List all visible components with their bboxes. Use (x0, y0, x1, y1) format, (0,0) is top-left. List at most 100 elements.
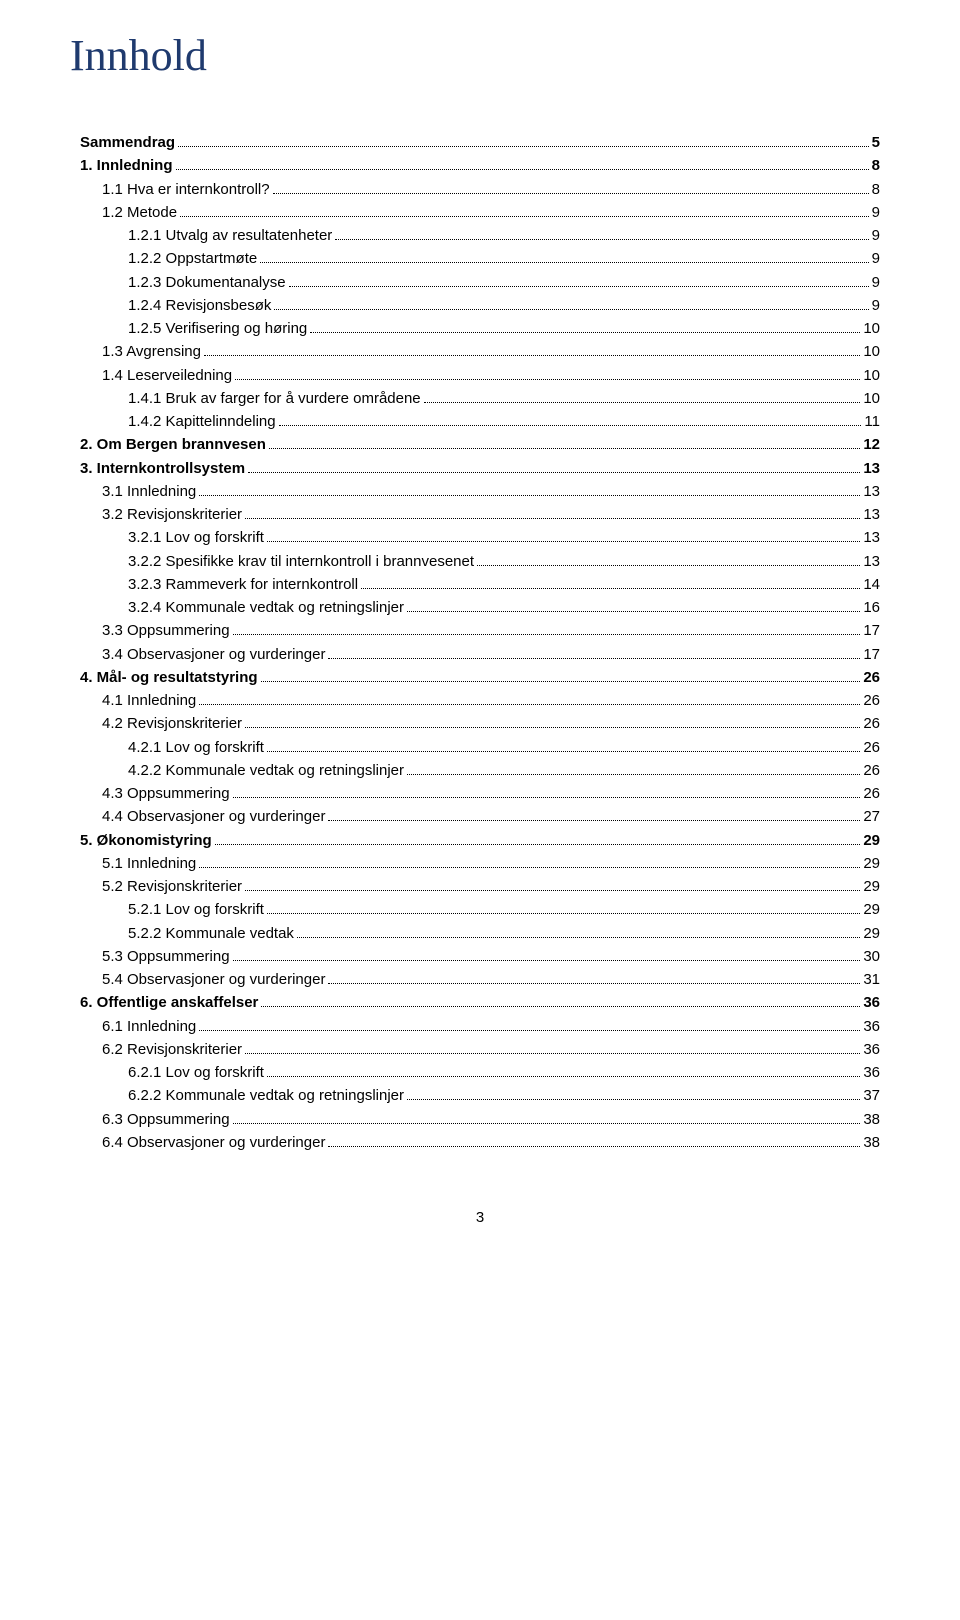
toc-leader-dots (269, 448, 860, 449)
toc-entry-page: 9 (872, 224, 880, 247)
toc-entry-page: 16 (863, 596, 880, 619)
toc-entry-page: 9 (872, 247, 880, 270)
toc-entry-label: 5.1 Innledning (102, 852, 196, 875)
toc-entry-label: 3.2 Revisjonskriterier (102, 503, 242, 526)
toc-leader-dots (328, 658, 860, 659)
toc-leader-dots (245, 727, 860, 728)
toc-entry-page: 8 (872, 154, 880, 177)
toc-entry-page: 29 (863, 852, 880, 875)
toc-entry-label: 1. Innledning (80, 154, 173, 177)
toc-entry: 5.1 Innledning 29 (102, 852, 880, 875)
toc-entry-page: 5 (872, 131, 880, 154)
page-number: 3 (80, 1209, 880, 1226)
toc-leader-dots (204, 355, 860, 356)
toc-entry-label: 4.3 Oppsummering (102, 782, 230, 805)
toc-entry-label: 3.4 Observasjoner og vurderinger (102, 643, 325, 666)
toc-entry: Sammendrag5 (80, 131, 880, 154)
toc-entry-page: 29 (863, 922, 880, 945)
toc-entry: 3.1 Innledning13 (102, 480, 880, 503)
toc-leader-dots (248, 472, 860, 473)
toc-entry-page: 13 (863, 457, 880, 480)
toc-entry-label: 6.3 Oppsummering (102, 1108, 230, 1131)
toc-leader-dots (477, 565, 860, 566)
toc-entry-page: 17 (863, 619, 880, 642)
toc-leader-dots (279, 425, 862, 426)
toc-leader-dots (235, 379, 860, 380)
toc-leader-dots (215, 844, 861, 845)
toc-entry-page: 29 (863, 829, 880, 852)
toc-entry-label: 6.2.1 Lov og forskrift (128, 1061, 264, 1084)
toc-entry: 1.2 Metode9 (102, 201, 880, 224)
toc-entry: 6.2 Revisjonskriterier36 (102, 1038, 880, 1061)
toc-leader-dots (178, 146, 869, 147)
toc-entry: 3. Internkontrollsystem13 (80, 457, 880, 480)
toc-entry-label: 5.2.1 Lov og forskrift (128, 898, 264, 921)
toc-entry-page: 12 (863, 433, 880, 456)
toc-entry-label: 4. Mål- og resultatstyring (80, 666, 258, 689)
toc-leader-dots (261, 1006, 860, 1007)
toc-entry-label: 6.1 Innledning (102, 1015, 196, 1038)
toc-entry: 1. Innledning 8 (80, 154, 880, 177)
toc-entry-page: 38 (863, 1108, 880, 1131)
toc-entry: 6.1 Innledning 36 (102, 1015, 880, 1038)
toc-entry-label: 6.4 Observasjoner og vurderinger (102, 1131, 325, 1154)
toc-entry: 6.2.2 Kommunale vedtak og retningslinjer… (128, 1084, 880, 1107)
toc-entry-page: 26 (863, 782, 880, 805)
toc-entry-label: 1.3 Avgrensing (102, 340, 201, 363)
toc-entry: 3.2.4 Kommunale vedtak og retningslinjer… (128, 596, 880, 619)
toc-entry: 5.2 Revisjonskriterier29 (102, 875, 880, 898)
toc-entry-page: 37 (863, 1084, 880, 1107)
toc-entry-page: 13 (863, 526, 880, 549)
toc-entry: 1.4.2 Kapittelinndeling11 (128, 410, 880, 433)
toc-leader-dots (233, 960, 861, 961)
toc-entry: 6. Offentlige anskaffelser 36 (80, 991, 880, 1014)
toc-entry-label: 3.2.1 Lov og forskrift (128, 526, 264, 549)
toc-entry-page: 10 (863, 364, 880, 387)
toc-entry: 6.4 Observasjoner og vurderinger 38 (102, 1131, 880, 1154)
toc-entry-label: 5.4 Observasjoner og vurderinger (102, 968, 325, 991)
toc-entry: 5.2.2 Kommunale vedtak 29 (128, 922, 880, 945)
toc-entry-page: 36 (863, 991, 880, 1014)
toc-entry: 4.2.2 Kommunale vedtak og retningslinjer… (128, 759, 880, 782)
toc-leader-dots (267, 751, 860, 752)
toc-entry-page: 10 (863, 317, 880, 340)
toc-entry: 1.2.3 Dokumentanalyse9 (128, 271, 880, 294)
toc-entry-label: 5.3 Oppsummering (102, 945, 230, 968)
toc-entry-label: 1.4.1 Bruk av farger for å vurdere områd… (128, 387, 421, 410)
toc-entry: 4.2 Revisjonskriterier26 (102, 712, 880, 735)
toc-entry-label: 1.2.5 Verifisering og høring (128, 317, 307, 340)
toc-leader-dots (233, 1123, 861, 1124)
toc-entry-label: 1.2.4 Revisjonsbesøk (128, 294, 271, 317)
toc-entry-page: 26 (863, 666, 880, 689)
toc-leader-dots (267, 541, 860, 542)
toc-entry-page: 26 (863, 736, 880, 759)
toc-entry-page: 36 (863, 1061, 880, 1084)
toc-leader-dots (233, 634, 861, 635)
toc-entry-label: 4.2 Revisjonskriterier (102, 712, 242, 735)
toc-entry: 2. Om Bergen brannvesen 12 (80, 433, 880, 456)
toc-entry-page: 30 (863, 945, 880, 968)
toc-entry-label: 1.4 Leserveiledning (102, 364, 232, 387)
toc-leader-dots (328, 1146, 860, 1147)
toc-entry: 4. Mål- og resultatstyring 26 (80, 666, 880, 689)
toc-entry-label: 4.1 Innledning (102, 689, 196, 712)
toc-entry-label: 4.4 Observasjoner og vurderinger (102, 805, 325, 828)
toc-leader-dots (310, 332, 860, 333)
toc-leader-dots (199, 495, 860, 496)
toc-entry: 1.4.1 Bruk av farger for å vurdere områd… (128, 387, 880, 410)
toc-entry-label: 2. Om Bergen brannvesen (80, 433, 266, 456)
toc-leader-dots (361, 588, 860, 589)
toc-entry-label: 5.2.2 Kommunale vedtak (128, 922, 294, 945)
toc-entry-page: 9 (872, 271, 880, 294)
toc-entry-page: 8 (872, 178, 880, 201)
toc-entry-page: 9 (872, 294, 880, 317)
toc-entry-page: 10 (863, 340, 880, 363)
toc-entry: 3.2.1 Lov og forskrift 13 (128, 526, 880, 549)
toc-leader-dots (289, 286, 869, 287)
toc-entry-page: 38 (863, 1131, 880, 1154)
toc-entry-page: 36 (863, 1015, 880, 1038)
toc-entry-label: 6. Offentlige anskaffelser (80, 991, 258, 1014)
toc-leader-dots (424, 402, 861, 403)
toc-entry: 1.4 Leserveiledning 10 (102, 364, 880, 387)
toc-entry-label: 1.4.2 Kapittelinndeling (128, 410, 276, 433)
